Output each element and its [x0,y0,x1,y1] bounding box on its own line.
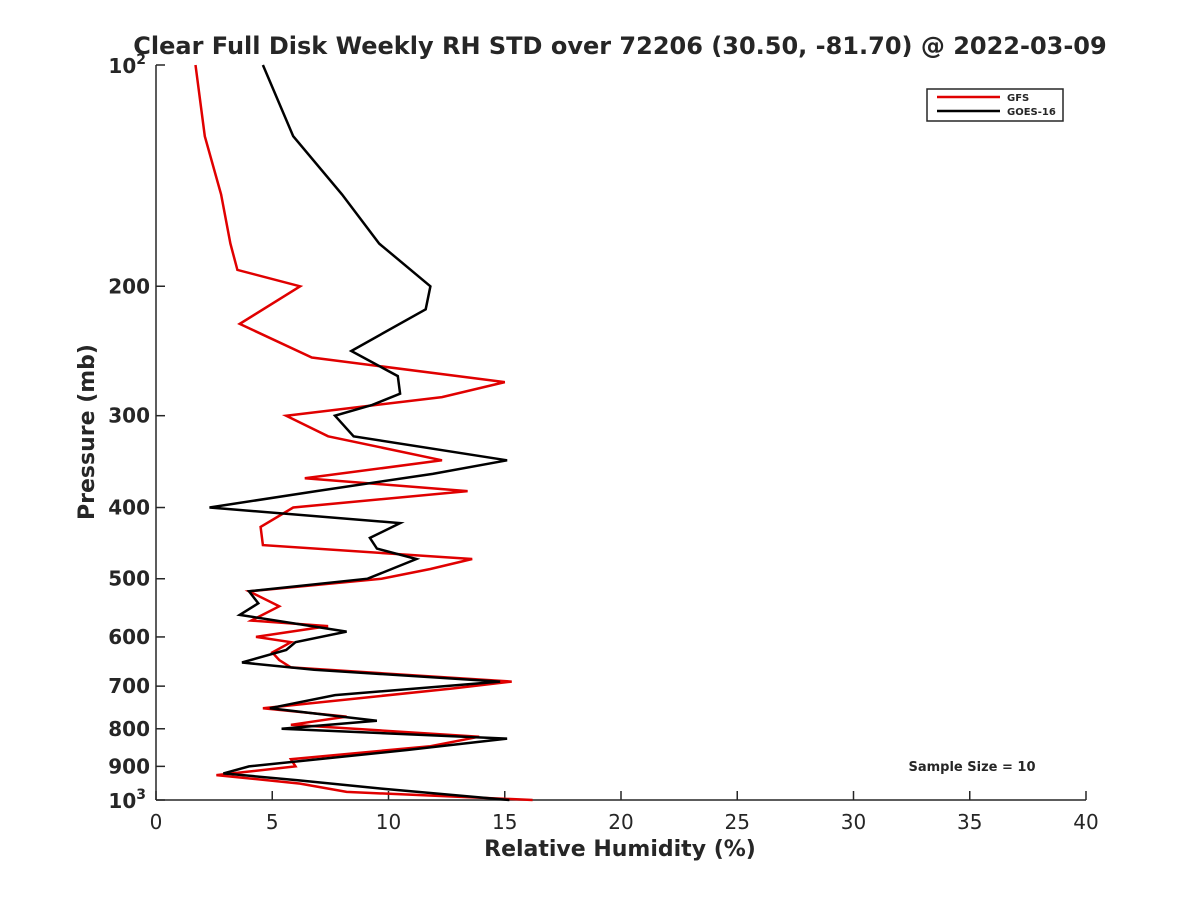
y-tick-label-exponent: 3 [136,787,146,803]
y-tick-label-300: 300 [108,404,150,428]
y-tick-label-600: 600 [108,625,150,649]
x-tick-label-40: 40 [1073,810,1098,834]
y-tick-label-200: 200 [108,274,150,298]
plot-area [156,65,1086,800]
y-tick-label-500: 500 [108,567,150,591]
y-tick-label-700: 700 [108,674,150,698]
y-tick-label-exponent: 2 [136,52,146,68]
series-line-goes-16 [209,64,510,802]
legend-box [926,88,1064,122]
y-tick-label-base: 10 [108,789,136,813]
y-tick-label-100: 102 [108,52,146,78]
y-axis-label: Pressure (mb) [75,344,100,520]
y-tick-label-base: 10 [108,54,136,78]
legend-label-gfs: GFS [1007,93,1029,104]
y-tick-label-900: 900 [108,754,150,778]
x-tick-label-30: 30 [841,810,866,834]
y-tick-label-400: 400 [108,496,150,520]
legend: GFS GOES-16 [926,88,1064,122]
x-tick-label-25: 25 [725,810,750,834]
x-tick-label-0: 0 [150,810,163,834]
y-tick-label-800: 800 [108,717,150,741]
x-tick-label-35: 35 [957,810,982,834]
x-tick-label-5: 5 [266,810,279,834]
chart-title: Clear Full Disk Weekly RH STD over 72206… [133,32,1106,60]
x-axis-label: Relative Humidity (%) [484,837,756,862]
plot-background [156,65,1086,800]
series-group [194,64,533,802]
x-axis-ticks: 0 5 10 15 20 25 30 35 40 [150,791,1099,834]
x-tick-label-20: 20 [608,810,633,834]
sample-size-annotation: Sample Size = 10 [908,760,1035,775]
x-tick-label-10: 10 [376,810,401,834]
legend-label-goes-16: GOES-16 [1007,107,1056,118]
y-tick-label-1000: 103 [108,787,146,813]
x-tick-label-15: 15 [492,810,517,834]
